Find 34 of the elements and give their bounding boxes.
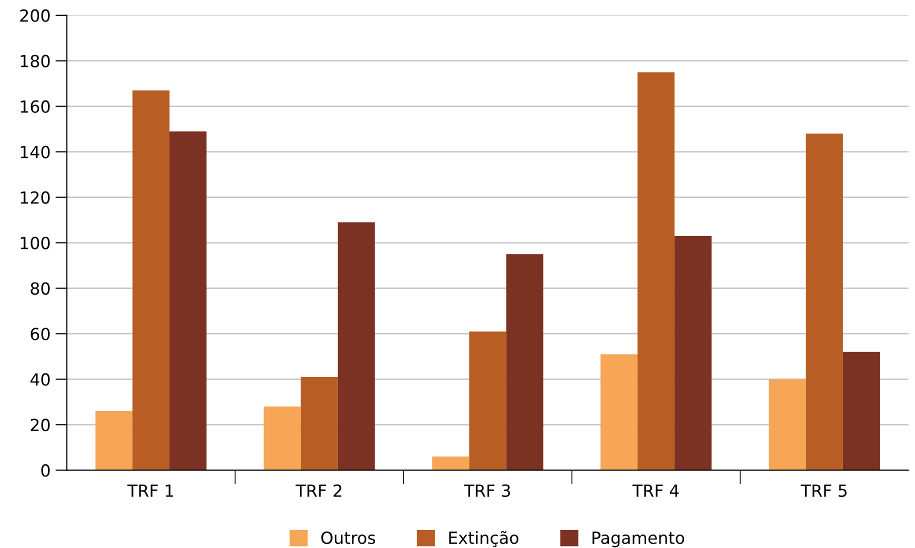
x-tick-label: TRF 2 — [296, 484, 342, 497]
bar — [132, 90, 170, 470]
bar — [806, 134, 843, 470]
y-tick-label: 160 — [20, 100, 50, 113]
y-tick-label: 40 — [30, 373, 50, 386]
bar — [264, 406, 301, 470]
legend-label: Extinção — [449, 530, 518, 548]
bar — [638, 72, 675, 470]
y-tick-label: 80 — [30, 282, 50, 295]
y-tick-label: 20 — [30, 418, 50, 432]
bar — [300, 376, 338, 470]
bar — [469, 331, 506, 470]
legend-label: Outros — [321, 531, 376, 544]
bar — [338, 222, 375, 470]
y-tick-label: 140 — [20, 146, 50, 158]
bar — [432, 456, 470, 470]
y-tick-label: 0 — [41, 464, 50, 477]
bar — [600, 354, 638, 470]
bar — [169, 131, 207, 470]
bar — [674, 236, 712, 470]
y-tick-label: 200 — [20, 9, 50, 22]
bar — [768, 379, 806, 470]
x-tick-label: TRF 4 — [632, 484, 679, 497]
x-tick-label: TRF 3 — [464, 484, 510, 497]
y-tick-label: 180 — [20, 54, 50, 68]
legend-label: Pagamento — [592, 532, 684, 548]
x-tick-label: TRF 5 — [800, 484, 847, 497]
y-tick-label: 100 — [20, 236, 50, 250]
bar — [95, 411, 132, 470]
bar — [842, 352, 880, 470]
bar — [506, 254, 544, 470]
x-tick-label: TRF 1 — [127, 484, 174, 497]
y-tick-label: 60 — [30, 328, 50, 340]
y-tick-label: 120 — [20, 191, 50, 204]
